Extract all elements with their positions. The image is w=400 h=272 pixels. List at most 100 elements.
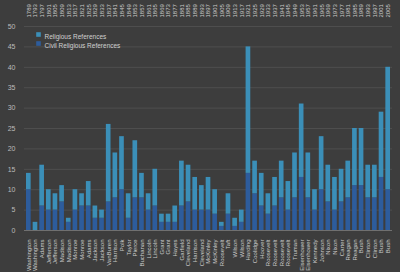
svg-text:10: 10 xyxy=(8,186,16,193)
svg-text:1933: 1933 xyxy=(265,3,271,17)
svg-text:1973: 1973 xyxy=(332,3,338,17)
svg-text:1897: 1897 xyxy=(205,3,211,17)
svg-text:Buchanan: Buchanan xyxy=(139,240,145,267)
svg-text:1961: 1961 xyxy=(312,3,318,17)
svg-text:50: 50 xyxy=(8,23,16,30)
svg-text:Garfield: Garfield xyxy=(179,240,185,261)
svg-text:1885: 1885 xyxy=(185,3,191,17)
svg-text:1937: 1937 xyxy=(272,3,278,17)
svg-text:1865: 1865 xyxy=(152,3,158,17)
svg-text:1989: 1989 xyxy=(358,3,364,17)
svg-text:Adams: Adams xyxy=(39,240,45,259)
svg-text:Harding: Harding xyxy=(245,240,251,261)
svg-text:1917: 1917 xyxy=(239,3,245,17)
svg-text:1833: 1833 xyxy=(99,3,105,17)
svg-text:1841: 1841 xyxy=(112,3,118,17)
svg-text:Roosevelt: Roosevelt xyxy=(285,239,291,266)
svg-text:Eisenhower: Eisenhower xyxy=(305,240,311,271)
svg-text:1977: 1977 xyxy=(339,3,345,17)
svg-text:1825: 1825 xyxy=(86,3,92,17)
svg-text:Eisenhower: Eisenhower xyxy=(299,240,305,271)
svg-text:Bush: Bush xyxy=(378,240,384,254)
svg-text:30: 30 xyxy=(8,104,16,111)
svg-text:1957: 1957 xyxy=(305,3,311,17)
svg-text:1881: 1881 xyxy=(179,3,185,17)
svg-text:1981: 1981 xyxy=(345,3,351,17)
svg-text:1909: 1909 xyxy=(225,3,231,17)
svg-text:Pierce: Pierce xyxy=(132,239,138,257)
svg-text:Washington: Washington xyxy=(26,240,32,271)
svg-text:1941: 1941 xyxy=(279,3,285,17)
svg-text:Washington: Washington xyxy=(32,240,38,271)
svg-text:Cleveland: Cleveland xyxy=(185,240,191,267)
svg-text:McKinley: McKinley xyxy=(212,240,218,264)
svg-text:1801: 1801 xyxy=(46,3,52,17)
svg-text:1901: 1901 xyxy=(212,3,218,17)
svg-text:1873: 1873 xyxy=(165,3,171,17)
svg-text:Monroe: Monroe xyxy=(79,239,85,260)
svg-text:Carter: Carter xyxy=(339,240,345,257)
svg-text:Jefferson: Jefferson xyxy=(46,240,52,265)
svg-text:35: 35 xyxy=(8,84,16,91)
svg-text:1893: 1893 xyxy=(199,3,205,17)
svg-text:Madison: Madison xyxy=(59,240,65,263)
svg-text:VanBuren: VanBuren xyxy=(106,240,112,266)
svg-text:1829: 1829 xyxy=(92,3,98,17)
svg-text:1929: 1929 xyxy=(259,3,265,17)
svg-text:Hoover: Hoover xyxy=(259,240,265,259)
svg-text:Jackson: Jackson xyxy=(92,240,98,262)
svg-text:1809: 1809 xyxy=(59,3,65,17)
svg-text:Clinton: Clinton xyxy=(365,240,371,259)
svg-text:1789: 1789 xyxy=(26,3,32,17)
svg-text:1889: 1889 xyxy=(192,3,198,17)
svg-text:40: 40 xyxy=(8,64,16,71)
svg-text:Civil Religious References: Civil Religious References xyxy=(45,42,122,50)
svg-text:Harrison: Harrison xyxy=(112,240,118,263)
svg-text:Roosevelt: Roosevelt xyxy=(265,239,271,266)
svg-text:Harrison: Harrison xyxy=(192,240,198,263)
svg-text:Hayes: Hayes xyxy=(172,240,178,257)
svg-text:1817: 1817 xyxy=(72,3,78,17)
svg-text:1849: 1849 xyxy=(126,3,132,17)
svg-text:1993: 1993 xyxy=(365,3,371,17)
svg-text:Reagan: Reagan xyxy=(352,240,358,261)
svg-text:Adams: Adams xyxy=(86,240,92,259)
svg-text:Jackson: Jackson xyxy=(99,240,105,262)
svg-text:1925: 1925 xyxy=(252,3,258,17)
svg-text:1797: 1797 xyxy=(39,3,45,17)
svg-text:Bush: Bush xyxy=(385,240,391,254)
svg-text:1793: 1793 xyxy=(32,3,38,17)
svg-text:2005: 2005 xyxy=(385,3,391,17)
svg-text:Johnson: Johnson xyxy=(319,240,325,263)
svg-text:1821: 1821 xyxy=(79,3,85,17)
svg-text:1921: 1921 xyxy=(245,3,251,17)
svg-text:1861: 1861 xyxy=(146,3,152,17)
svg-text:1853: 1853 xyxy=(132,3,138,17)
svg-text:Clinton: Clinton xyxy=(372,240,378,259)
svg-text:Coolidge: Coolidge xyxy=(252,239,258,263)
svg-text:1985: 1985 xyxy=(352,3,358,17)
svg-text:1877: 1877 xyxy=(172,3,178,17)
svg-text:Cleveland: Cleveland xyxy=(199,240,205,267)
svg-text:1813: 1813 xyxy=(66,3,72,17)
svg-text:1913: 1913 xyxy=(232,3,238,17)
svg-text:5: 5 xyxy=(12,206,16,213)
svg-text:Kennedy: Kennedy xyxy=(312,240,318,264)
svg-text:Reagan: Reagan xyxy=(345,240,351,261)
svg-text:1949: 1949 xyxy=(292,3,298,17)
svg-text:25: 25 xyxy=(8,125,16,132)
svg-text:20: 20 xyxy=(8,145,16,152)
svg-text:Wilson: Wilson xyxy=(239,240,245,258)
svg-text:Taylor: Taylor xyxy=(126,240,132,256)
svg-text:Nixon: Nixon xyxy=(332,240,338,255)
svg-text:Roosevelt: Roosevelt xyxy=(272,239,278,266)
svg-text:Truman: Truman xyxy=(292,240,298,260)
svg-text:Lincoln: Lincoln xyxy=(146,240,152,259)
svg-text:45: 45 xyxy=(8,43,16,50)
svg-text:2001: 2001 xyxy=(378,3,384,17)
svg-text:Roosevelt: Roosevelt xyxy=(219,239,225,266)
svg-text:1869: 1869 xyxy=(159,3,165,17)
svg-text:0: 0 xyxy=(12,227,16,234)
svg-text:1805: 1805 xyxy=(52,3,58,17)
svg-text:1857: 1857 xyxy=(139,3,145,17)
